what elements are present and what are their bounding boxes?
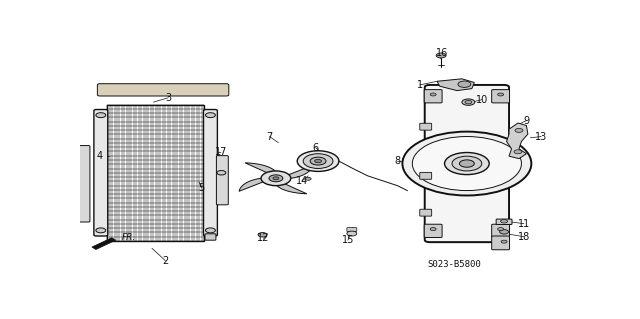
Text: 2: 2 [162, 256, 168, 266]
Circle shape [498, 228, 504, 231]
Bar [108, 105, 204, 241]
Text: 18: 18 [518, 232, 530, 242]
FancyBboxPatch shape [424, 224, 442, 237]
FancyBboxPatch shape [492, 236, 509, 250]
Polygon shape [92, 238, 116, 249]
Circle shape [514, 150, 522, 154]
FancyBboxPatch shape [94, 109, 108, 236]
Circle shape [217, 171, 226, 175]
Circle shape [315, 160, 321, 163]
Text: 11: 11 [518, 219, 530, 229]
Circle shape [205, 113, 216, 118]
FancyBboxPatch shape [216, 156, 228, 205]
Circle shape [436, 53, 446, 58]
FancyBboxPatch shape [204, 109, 218, 236]
Text: 12: 12 [257, 234, 269, 243]
Circle shape [458, 81, 471, 87]
Circle shape [462, 99, 475, 105]
Polygon shape [285, 165, 313, 179]
Circle shape [403, 132, 531, 196]
Polygon shape [437, 79, 474, 91]
Text: 9: 9 [524, 115, 529, 126]
Text: 14: 14 [296, 176, 308, 186]
Text: 1: 1 [417, 80, 423, 90]
Text: 17: 17 [214, 147, 227, 158]
Text: S023-B5800: S023-B5800 [428, 260, 481, 269]
Text: 6: 6 [312, 143, 319, 152]
FancyBboxPatch shape [420, 172, 431, 179]
FancyBboxPatch shape [492, 224, 509, 237]
FancyBboxPatch shape [420, 209, 431, 216]
FancyBboxPatch shape [425, 85, 509, 242]
Circle shape [500, 230, 509, 234]
FancyBboxPatch shape [496, 219, 512, 225]
Circle shape [412, 137, 522, 190]
Polygon shape [239, 178, 266, 191]
Text: 7: 7 [266, 131, 273, 142]
Polygon shape [275, 182, 307, 194]
Circle shape [445, 152, 489, 174]
Circle shape [297, 151, 339, 171]
Text: 15: 15 [342, 235, 354, 245]
Circle shape [269, 175, 283, 182]
Circle shape [305, 177, 311, 180]
Circle shape [515, 129, 523, 132]
Polygon shape [245, 163, 277, 174]
Circle shape [205, 228, 216, 233]
FancyBboxPatch shape [424, 90, 442, 103]
FancyBboxPatch shape [347, 228, 356, 232]
Circle shape [96, 228, 106, 233]
Polygon shape [507, 123, 528, 159]
Circle shape [96, 113, 106, 118]
Text: 4: 4 [97, 151, 103, 161]
Circle shape [273, 177, 279, 180]
Text: 8: 8 [394, 156, 401, 166]
Circle shape [498, 93, 504, 96]
Text: 13: 13 [535, 131, 547, 142]
FancyBboxPatch shape [492, 90, 509, 103]
Text: 3: 3 [165, 93, 172, 103]
Circle shape [258, 233, 267, 237]
Circle shape [501, 240, 507, 243]
Text: 5: 5 [198, 183, 205, 193]
Circle shape [465, 100, 472, 104]
Circle shape [303, 154, 333, 168]
Circle shape [460, 160, 474, 167]
Circle shape [430, 93, 436, 96]
FancyBboxPatch shape [97, 84, 229, 96]
Circle shape [261, 171, 291, 186]
Circle shape [500, 219, 508, 223]
Text: 16: 16 [436, 48, 448, 58]
Text: 10: 10 [476, 95, 488, 105]
Circle shape [310, 157, 326, 165]
Circle shape [430, 228, 436, 231]
Circle shape [452, 156, 482, 171]
FancyBboxPatch shape [420, 123, 431, 130]
FancyBboxPatch shape [205, 234, 216, 240]
Text: FR.: FR. [122, 233, 136, 242]
Circle shape [347, 231, 356, 236]
FancyBboxPatch shape [78, 145, 90, 222]
